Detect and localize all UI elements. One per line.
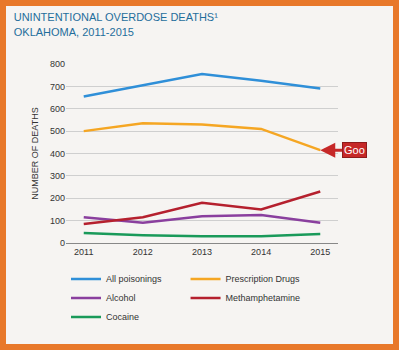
- svg-text:400: 400: [50, 149, 65, 159]
- svg-text:2012: 2012: [133, 247, 153, 257]
- svg-text:Prescription Drugs: Prescription Drugs: [226, 274, 301, 284]
- svg-text:Methamphetamine: Methamphetamine: [226, 293, 301, 303]
- svg-text:All poisonings: All poisonings: [106, 274, 162, 284]
- svg-text:UNINTENTIONAL OVERDOSE DEATHS¹: UNINTENTIONAL OVERDOSE DEATHS¹OKLAHOMA, …: [14, 11, 218, 37]
- svg-text:Cocaine: Cocaine: [106, 312, 139, 322]
- svg-text:100: 100: [50, 216, 65, 226]
- svg-text:300: 300: [50, 171, 65, 181]
- svg-text:0: 0: [60, 238, 65, 248]
- svg-text:2013: 2013: [192, 247, 212, 257]
- svg-text:200: 200: [50, 193, 65, 203]
- svg-text:Alcohol: Alcohol: [106, 293, 136, 303]
- svg-text:Goo: Goo: [344, 144, 365, 156]
- svg-text:500: 500: [50, 126, 65, 136]
- svg-text:600: 600: [50, 104, 65, 114]
- svg-text:2011: 2011: [74, 247, 93, 257]
- svg-text:800: 800: [50, 59, 65, 69]
- svg-text:NUMBER OF DEATHS: NUMBER OF DEATHS: [30, 107, 40, 199]
- svg-text:700: 700: [50, 82, 65, 92]
- svg-text:2015: 2015: [310, 247, 330, 257]
- svg-text:2014: 2014: [251, 247, 271, 257]
